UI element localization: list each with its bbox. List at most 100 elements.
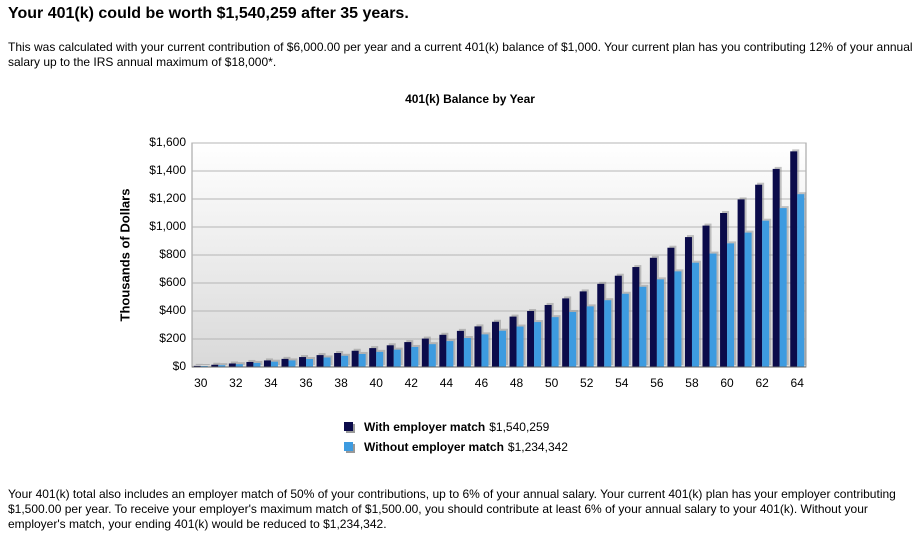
bar — [281, 358, 289, 367]
bar — [656, 279, 664, 367]
bar — [263, 360, 271, 367]
bar — [684, 237, 692, 367]
x-tick-label: 50 — [545, 376, 559, 390]
bar — [306, 359, 314, 367]
bar — [358, 353, 366, 367]
bar — [755, 184, 763, 367]
y-tick-label: $200 — [159, 331, 186, 345]
bar-shadow — [213, 362, 221, 365]
y-tick-label: $800 — [159, 247, 186, 261]
bar — [369, 348, 377, 367]
bar — [456, 330, 464, 367]
bar — [702, 225, 710, 367]
bar — [762, 220, 770, 367]
bar — [691, 262, 699, 367]
legend-swatch — [344, 442, 353, 451]
bar — [376, 351, 384, 367]
legend-value: $1,234,342 — [508, 440, 568, 454]
bar — [428, 344, 436, 367]
y-tick-label: $600 — [159, 275, 186, 289]
bar — [544, 304, 552, 367]
y-tick-label: $1,600 — [149, 135, 186, 149]
bar — [516, 326, 524, 367]
bar — [341, 355, 349, 367]
bar — [709, 253, 717, 367]
bar — [446, 341, 454, 367]
bar — [404, 342, 412, 367]
intro-text: This was calculated with your current co… — [8, 40, 913, 69]
x-tick-label: 48 — [510, 376, 524, 390]
bar — [597, 283, 605, 367]
bar-shadow — [220, 363, 228, 365]
y-tick-label: $1,000 — [149, 219, 186, 233]
bar — [211, 364, 219, 367]
bar — [299, 357, 307, 367]
bar — [604, 300, 612, 367]
x-tick-label: 62 — [755, 376, 769, 390]
bar — [727, 243, 735, 367]
x-tick-label: 42 — [405, 376, 419, 390]
x-tick-label: 54 — [615, 376, 629, 390]
bar — [228, 363, 236, 367]
x-tick-label: 52 — [580, 376, 594, 390]
bar — [674, 271, 682, 367]
x-tick-label: 36 — [299, 376, 313, 390]
bar — [193, 365, 201, 367]
x-tick-label: 64 — [791, 376, 805, 390]
bar — [253, 362, 261, 367]
bar — [614, 275, 622, 367]
bar-shadow — [202, 364, 210, 365]
bar-shadow — [230, 361, 238, 365]
bar — [481, 334, 489, 367]
y-tick-label: $1,200 — [149, 191, 186, 205]
x-tick-label: 30 — [194, 376, 208, 390]
legend-label: With employer match — [364, 420, 485, 434]
bar — [779, 208, 787, 367]
x-tick-label: 60 — [720, 376, 734, 390]
bar — [351, 350, 359, 367]
bar — [586, 306, 594, 367]
bar — [632, 267, 640, 367]
x-tick-label: 46 — [475, 376, 489, 390]
bar — [411, 346, 419, 367]
chart-title: 401(k) Balance by Year — [405, 92, 535, 106]
bar — [499, 330, 506, 367]
bar — [393, 349, 401, 367]
bar — [492, 321, 499, 367]
bar — [639, 286, 647, 367]
bar — [235, 364, 243, 367]
footer-text: Your 401(k) total also includes an emplo… — [8, 487, 896, 531]
y-tick-label: $1,400 — [149, 163, 186, 177]
x-tick-label: 40 — [370, 376, 384, 390]
chart: 401(k) Balance by Year Thousands of Doll… — [117, 92, 807, 454]
x-tick-label: 32 — [229, 376, 243, 390]
bar — [720, 213, 728, 367]
bar — [667, 247, 675, 367]
bar — [323, 357, 331, 367]
bar — [474, 326, 482, 367]
x-tick-label: 56 — [650, 376, 664, 390]
bar — [621, 293, 629, 367]
bar — [334, 353, 342, 367]
legend-label: Without employer match — [364, 440, 504, 454]
x-tick-label: 44 — [440, 376, 454, 390]
bar — [421, 338, 429, 367]
legend-swatch — [344, 422, 353, 431]
bar-shadow — [195, 363, 203, 365]
bar — [797, 194, 805, 367]
bar — [534, 322, 542, 367]
bar — [218, 365, 226, 367]
bar — [509, 316, 517, 367]
bar — [551, 317, 559, 367]
legend-value: $1,540,259 — [489, 420, 549, 434]
bar — [527, 311, 535, 367]
bar — [439, 334, 447, 367]
y-tick-label: $0 — [173, 359, 187, 373]
bar — [463, 338, 471, 367]
bar — [386, 345, 394, 367]
bar-shadow — [237, 362, 245, 365]
bar — [246, 361, 254, 367]
bar — [569, 311, 577, 367]
x-tick-label: 58 — [685, 376, 699, 390]
